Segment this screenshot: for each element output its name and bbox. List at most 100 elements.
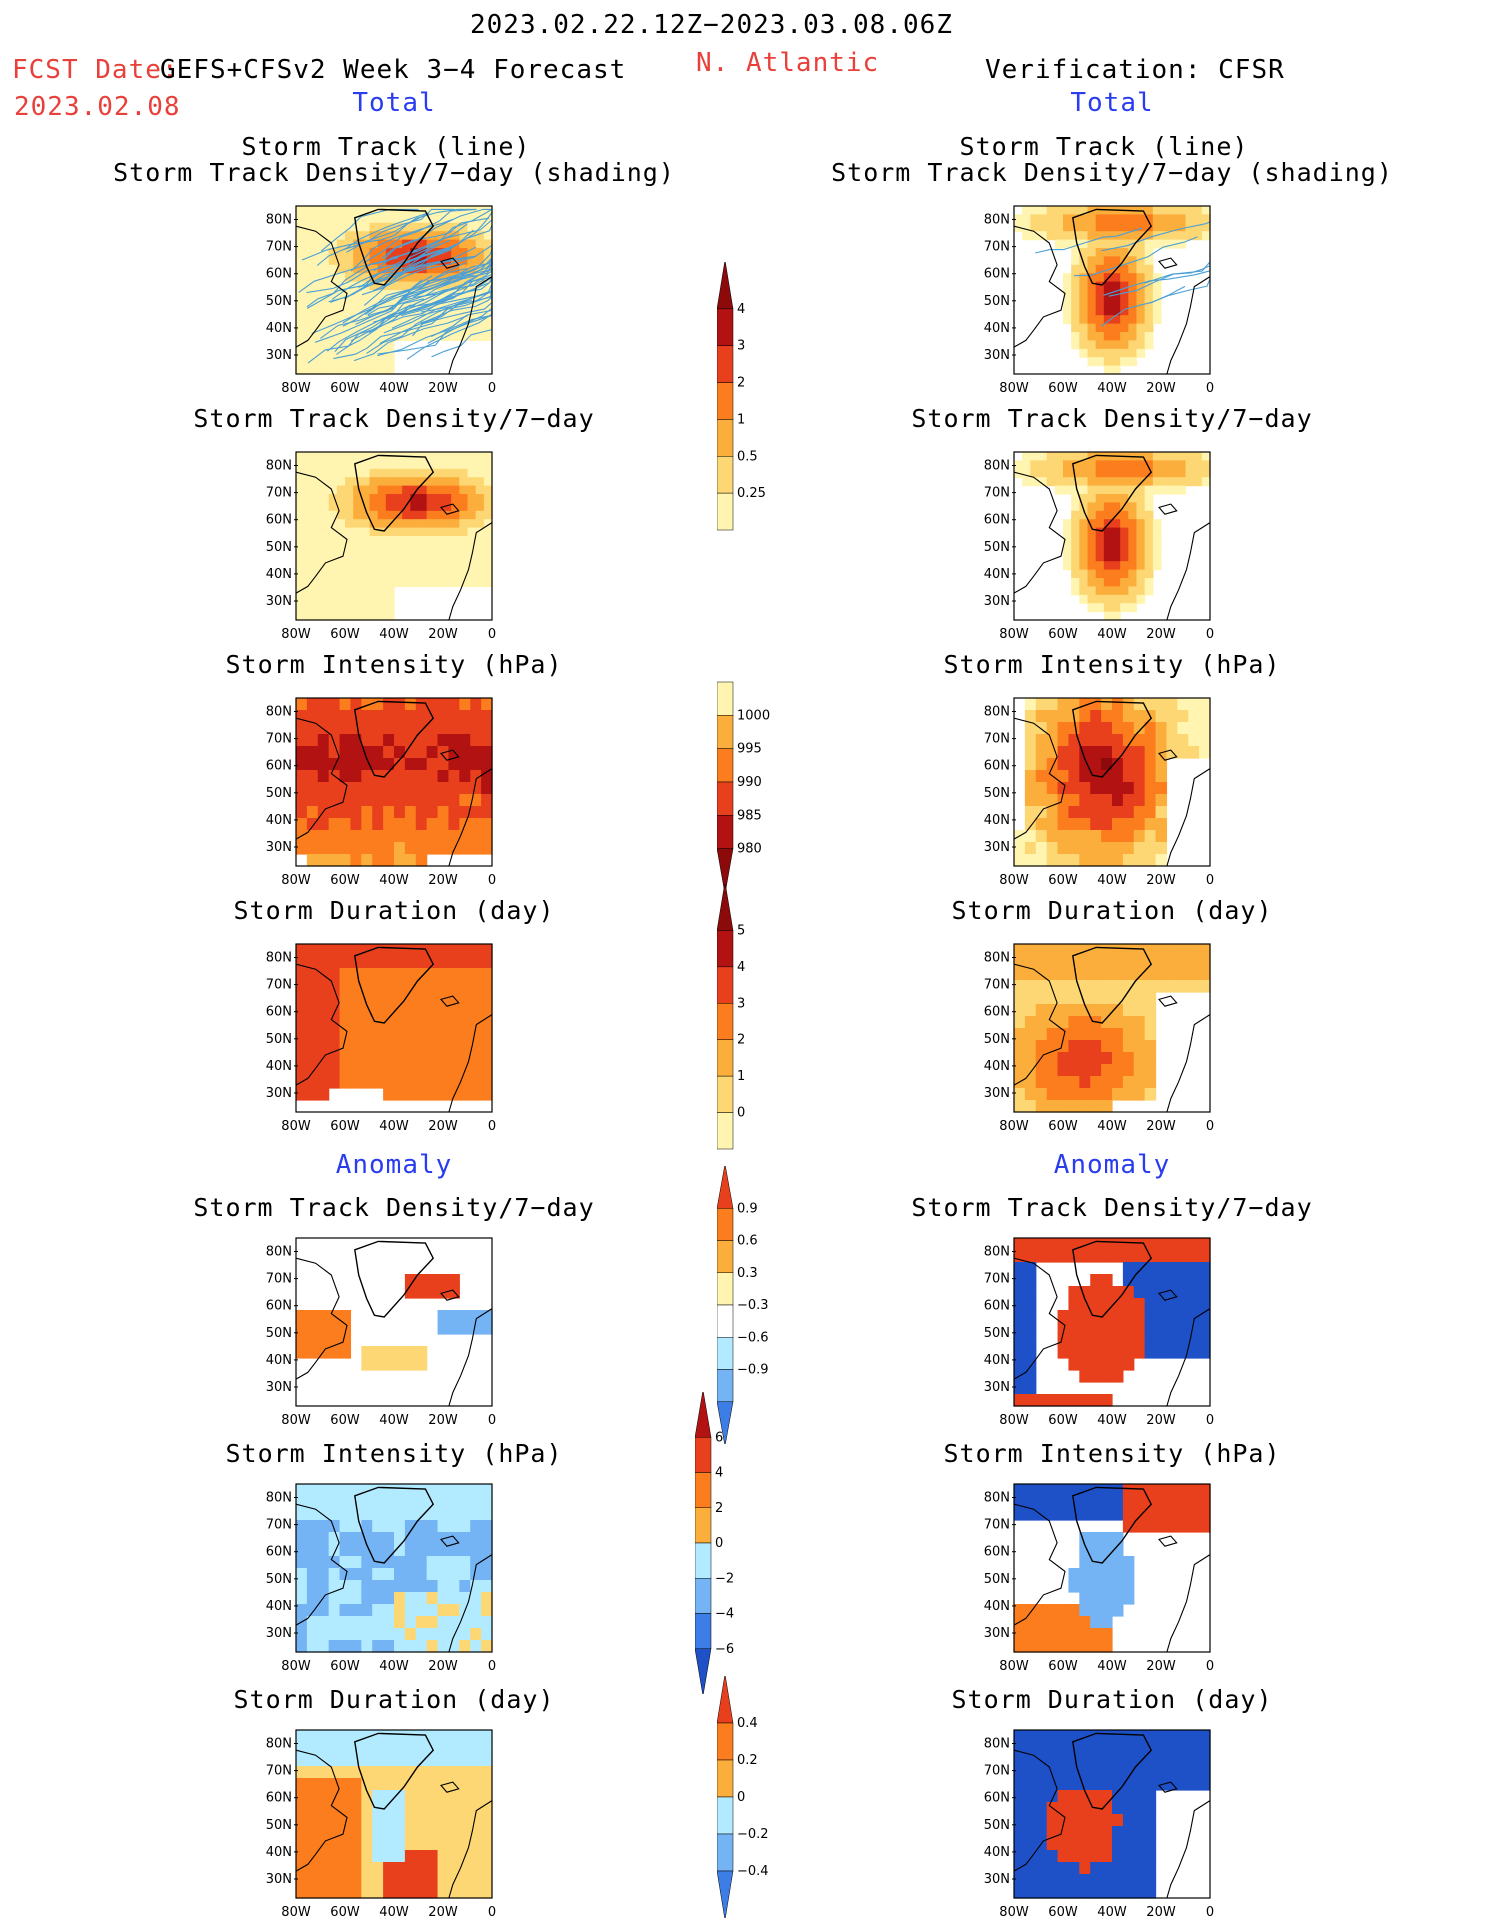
track-line [343, 246, 477, 300]
lat-tick: 40N [984, 567, 1010, 582]
lon-tick: 40W [1097, 1659, 1127, 1674]
lat-tick: 60N [984, 1299, 1010, 1314]
lat-tick: 40N [266, 1599, 292, 1614]
lat-tick: 70N [266, 978, 292, 993]
lat-tick: 80N [984, 1245, 1010, 1260]
lat-tick: 50N [266, 786, 292, 801]
map-panel-forecast-int_fc-tot: 80N 70N 60N 50N 40N 30N 80W 60W 40W 20W 0 [254, 694, 510, 892]
lon-tick: 0 [488, 627, 496, 642]
map-svg: 80N 70N 60N 50N 40N 30N 80W 60W 40W 20W 0 [266, 1483, 496, 1674]
lon-tick: 80W [999, 627, 1029, 642]
track-line [381, 217, 490, 259]
map-panel-verification-dens_ob-ano: 80N 70N 60N 50N 40N 30N 80W 60W 40W 20W 0 [972, 1234, 1228, 1432]
track-line [316, 212, 427, 266]
colorbar-tick: −4 [715, 1607, 734, 1622]
lat-tick: 30N [266, 840, 292, 855]
lat-tick: 50N [266, 540, 292, 555]
section-anomaly-right: Anomaly [1053, 1150, 1171, 1180]
colorbar-tick: 0.6 [737, 1234, 758, 1249]
lat-tick: 50N [984, 294, 1010, 309]
title-duration-right: Storm Duration (day) [951, 896, 1273, 925]
colorbar-tick: 995 [737, 742, 762, 757]
lat-tick: 40N [266, 813, 292, 828]
lat-tick: 30N [984, 1086, 1010, 1101]
lat-tick: 80N [266, 705, 292, 720]
track-line [320, 292, 444, 339]
lat-tick: 50N [266, 294, 292, 309]
lat-tick: 60N [266, 759, 292, 774]
lon-tick: 20W [428, 627, 458, 642]
track-line [306, 243, 440, 294]
lat-tick: 80N [266, 1491, 292, 1506]
lat-tick: 40N [266, 321, 292, 336]
title-duration-left: Storm Duration (day) [233, 896, 555, 925]
lat-tick: 50N [266, 1032, 292, 1047]
track-line [1035, 227, 1143, 254]
lat-tick: 60N [984, 759, 1010, 774]
lat-tick: 30N [266, 594, 292, 609]
lon-tick: 40W [1097, 873, 1127, 888]
lon-tick: 0 [1206, 1659, 1214, 1674]
lon-tick: 80W [281, 1659, 311, 1674]
track-line [383, 208, 492, 260]
lat-tick: 70N [266, 1272, 292, 1287]
map-svg: 80N 70N 60N 50N 40N 30N 80W 60W 40W 20W 0 [266, 697, 496, 888]
title-intensity-anom-right: Storm Intensity (hPa) [943, 1439, 1281, 1468]
lat-tick: 40N [984, 1845, 1010, 1860]
lon-tick: 20W [428, 1119, 458, 1134]
colorbar-tick: −0.9 [737, 1363, 769, 1378]
lat-tick: 50N [984, 1032, 1010, 1047]
lat-tick: 30N [266, 348, 292, 363]
colorbar-tick: 3 [737, 996, 745, 1011]
lon-tick: 60W [330, 873, 360, 888]
lat-tick: 40N [266, 567, 292, 582]
lon-tick: 80W [999, 1413, 1029, 1428]
lat-tick: 70N [266, 1764, 292, 1779]
colorbar-tick: 985 [737, 808, 762, 823]
lat-tick: 70N [984, 978, 1010, 993]
lon-tick: 40W [379, 1659, 409, 1674]
map-panel-verification-dens_ob-tot: 80N 70N 60N 50N 40N 30N 80W 60W 40W 20W 0 [972, 448, 1228, 646]
colorbar-duration-total: 5 4 3 2 1 0 [716, 881, 787, 1163]
lon-tick: 40W [1097, 1413, 1127, 1428]
map-svg: 80N 70N 60N 50N 40N 30N 80W 60W 40W 20W 0 [984, 1237, 1214, 1428]
lat-tick: 30N [984, 840, 1010, 855]
colorbar-tick: 5 [737, 923, 745, 938]
lat-tick: 60N [984, 267, 1010, 282]
track-line [353, 315, 468, 362]
lat-tick: 70N [984, 732, 1010, 747]
lat-tick: 80N [984, 1737, 1010, 1752]
lon-tick: 60W [330, 1413, 360, 1428]
map-panel-verification-int_ob-ano: 80N 70N 60N 50N 40N 30N 80W 60W 40W 20W 0 [972, 1480, 1228, 1678]
map-panel-verification-dur_ob-tot: 80N 70N 60N 50N 40N 30N 80W 60W 40W 20W 0 [972, 940, 1228, 1138]
colorbar-tick: 0 [737, 1790, 745, 1805]
lon-tick: 0 [1206, 1905, 1214, 1920]
lon-tick: 0 [1206, 1413, 1214, 1428]
lon-tick: 60W [330, 627, 360, 642]
colorbar-tick: −0.3 [737, 1298, 769, 1313]
map-svg: 80N 70N 60N 50N 40N 30N 80W 60W 40W 20W 0 [984, 943, 1214, 1134]
track-line [342, 268, 468, 324]
lat-tick: 40N [984, 813, 1010, 828]
lon-tick: 80W [281, 1413, 311, 1428]
lon-tick: 0 [1206, 627, 1214, 642]
lon-tick: 80W [999, 381, 1029, 396]
lon-tick: 80W [999, 1905, 1029, 1920]
track-line [306, 257, 399, 308]
colorbar-tick: 1000 [737, 708, 770, 723]
map-svg: 80N 70N 60N 50N 40N 30N 80W 60W 40W 20W 0 [266, 1729, 496, 1920]
track-line [342, 261, 467, 327]
map-panel-forecast-dens_fc-tot: 80N 70N 60N 50N 40N 30N 80W 60W 40W 20W 0 [254, 448, 510, 646]
title-track-line-left: Storm Track (line) [241, 132, 531, 161]
colorbar-tick: 0 [737, 1106, 745, 1121]
colorbar-density-total: 4 3 2 1 0.5 0.25 [716, 259, 787, 544]
lat-tick: 60N [266, 1545, 292, 1560]
lat-tick: 60N [984, 1791, 1010, 1806]
section-total-left: Total [352, 88, 436, 118]
section-total-right: Total [1070, 88, 1154, 118]
title-duration-anom-right: Storm Duration (day) [951, 1685, 1273, 1714]
title-density-anom-right: Storm Track Density/7−day [911, 1193, 1313, 1222]
colorbar-tick: 1 [737, 1069, 745, 1084]
lat-tick: 70N [984, 1272, 1010, 1287]
lat-tick: 60N [984, 1005, 1010, 1020]
